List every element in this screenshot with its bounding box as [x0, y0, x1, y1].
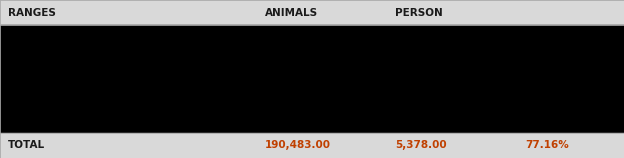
Text: 5,378.00: 5,378.00: [395, 140, 447, 151]
Bar: [0, 0, 624, 25]
Bar: [0, 133, 624, 158]
Text: ANIMALS: ANIMALS: [265, 7, 318, 18]
Text: 190,483.00: 190,483.00: [265, 140, 331, 151]
Text: RANGES: RANGES: [8, 7, 56, 18]
Text: PERSON: PERSON: [395, 7, 443, 18]
Text: 77.16%: 77.16%: [525, 140, 568, 151]
Bar: [0, 25, 624, 133]
Text: TOTAL: TOTAL: [8, 140, 45, 151]
